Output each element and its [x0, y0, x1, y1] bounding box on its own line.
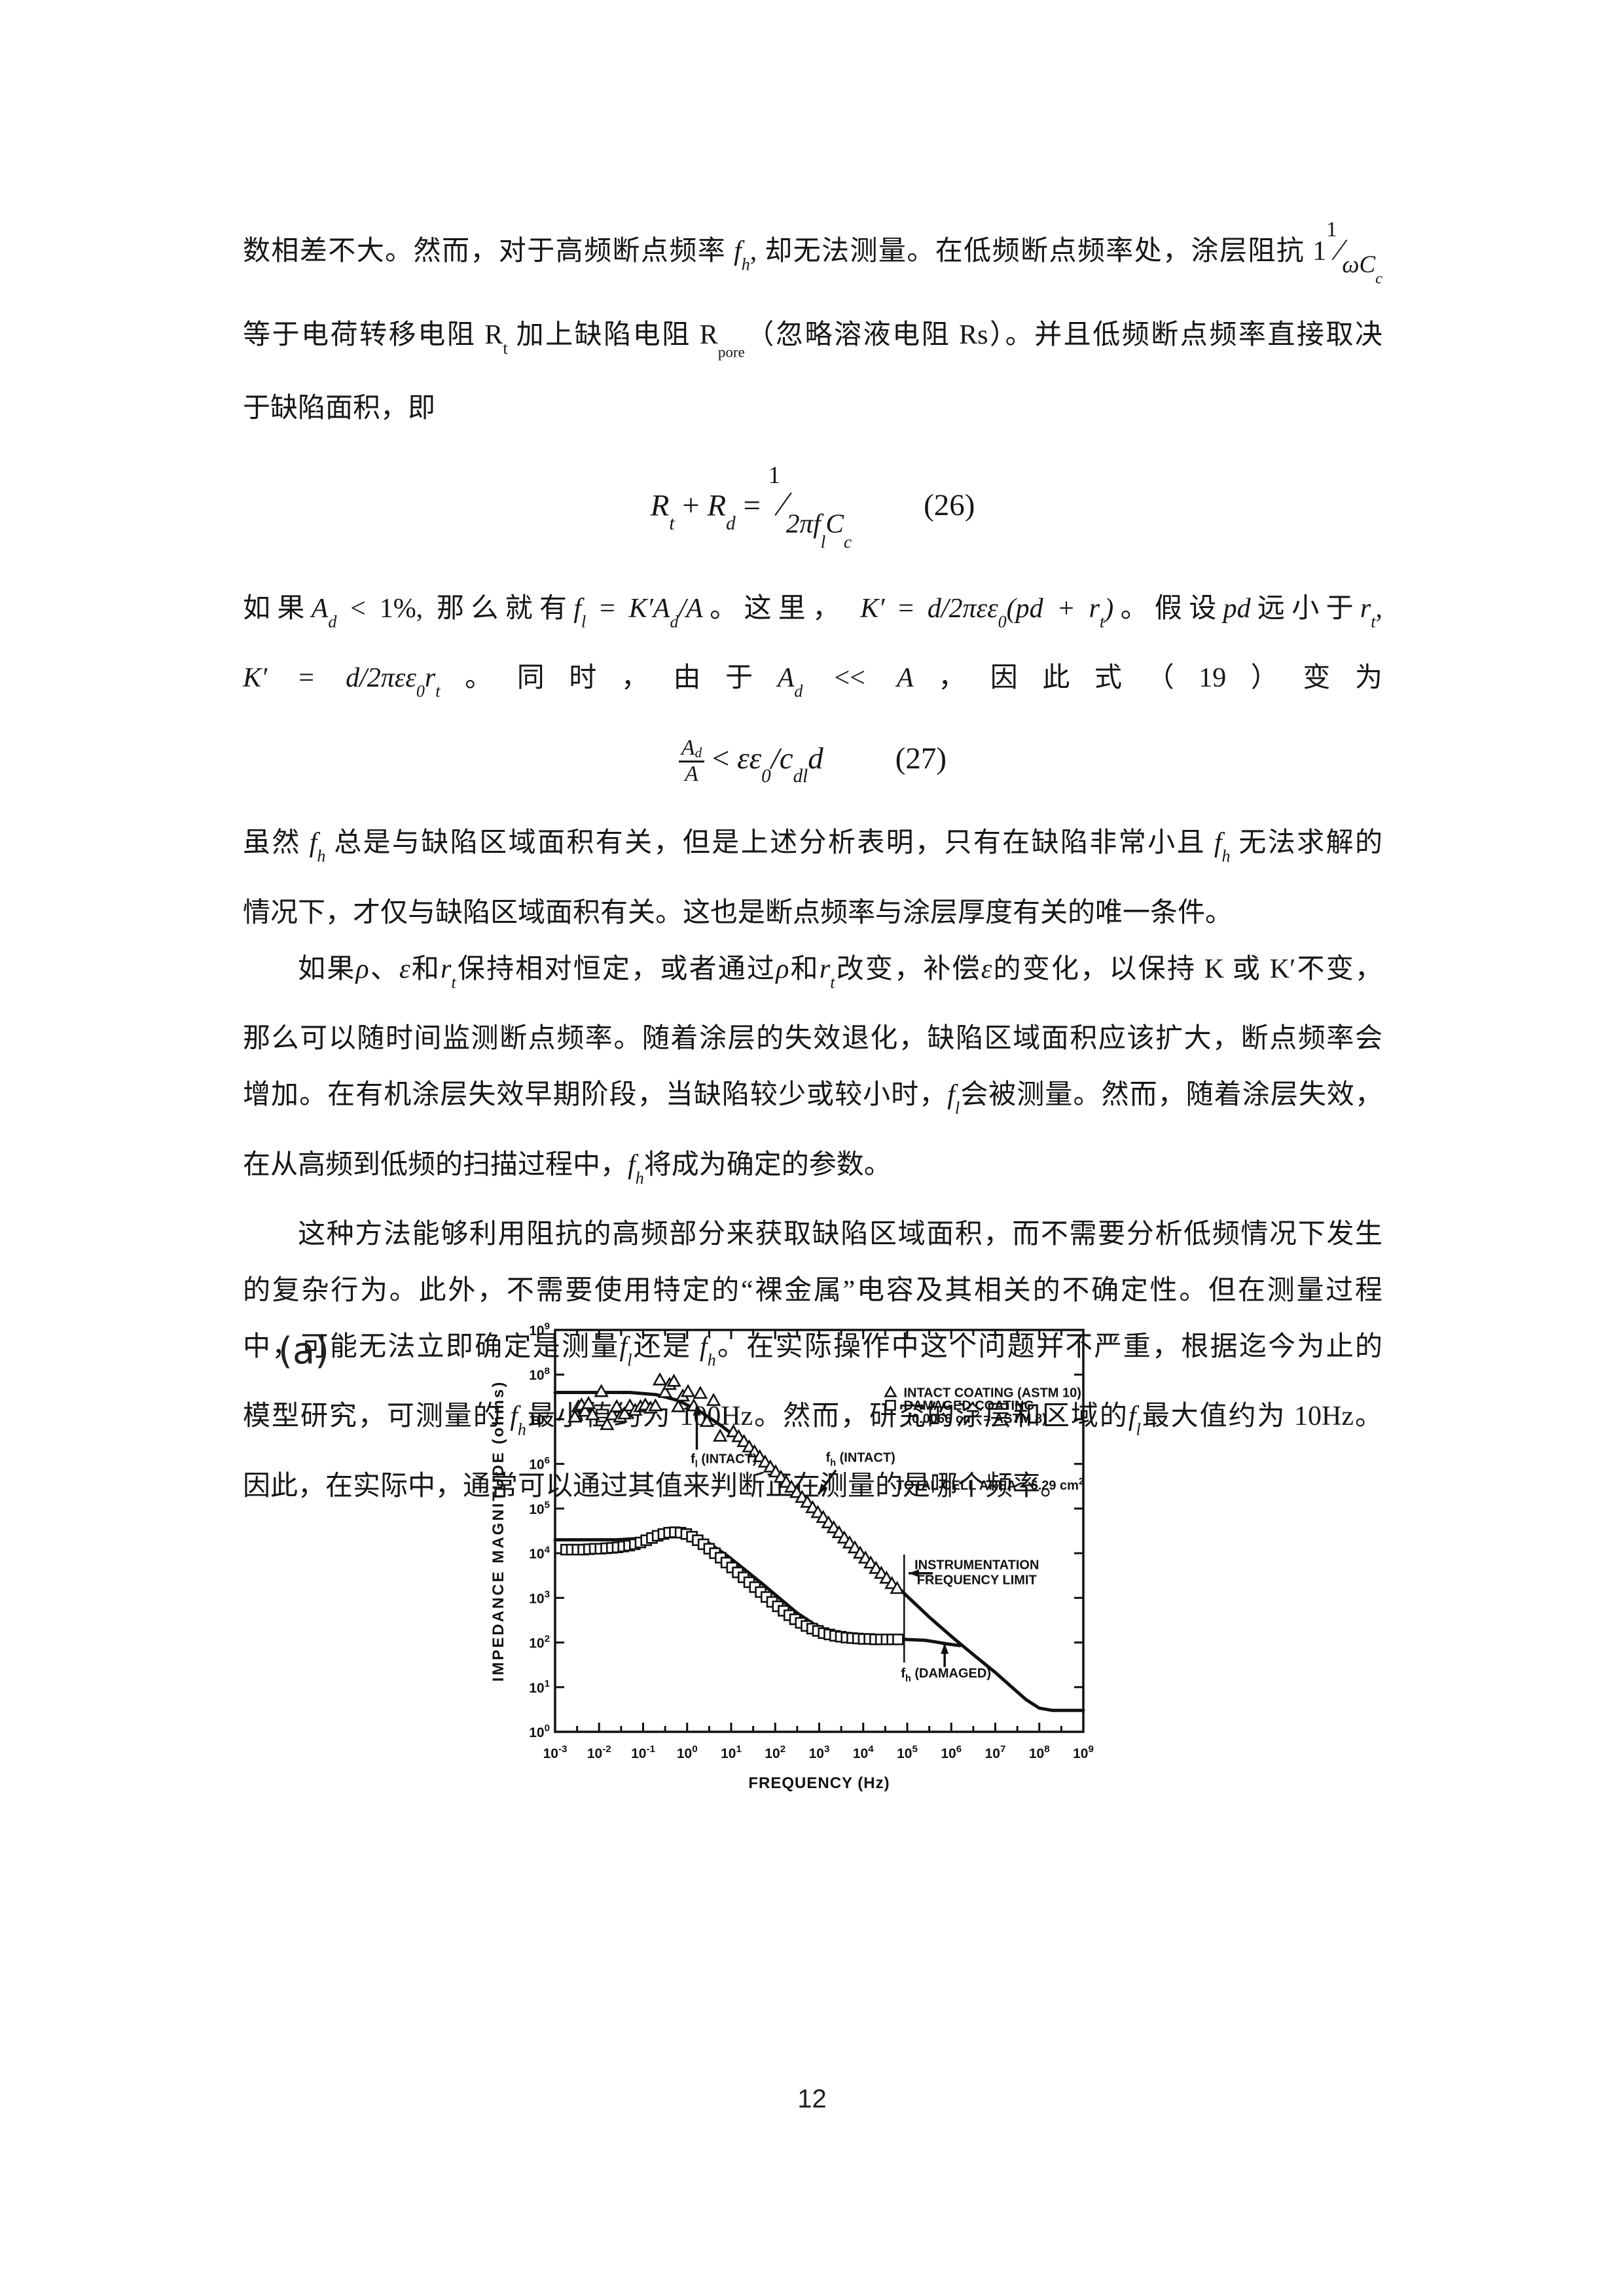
svg-text:104: 104	[529, 1544, 550, 1562]
svg-text:INTACT COATING (ASTM 10): INTACT COATING (ASTM 10)	[903, 1386, 1081, 1400]
svg-text:101: 101	[721, 1744, 742, 1761]
svg-text:107: 107	[985, 1744, 1006, 1761]
text-line: 于缺陷面积，即	[243, 393, 436, 423]
svg-text:106: 106	[941, 1744, 962, 1761]
text-line: 因此，在实际中，通常可以通过其值来判断正在测量的是哪个频率。	[243, 1471, 1068, 1501]
svg-text:107: 107	[529, 1410, 550, 1428]
text-line: 那么可以随时间监测断点频率。随着涂层的失效退化，缺陷区域面积应该扩大，断点频率会	[243, 1024, 1382, 1054]
svg-text:109: 109	[529, 1321, 550, 1338]
intact-fit-line	[553, 1391, 1085, 1712]
svg-text:106: 106	[529, 1455, 550, 1473]
svg-text:102: 102	[529, 1634, 550, 1651]
text-line: 情况下，才仅与缺陷区域面积有关。这也是断点频率与涂层厚度有关的唯一条件。	[243, 897, 1233, 928]
text-line: 等于电荷转移电阻 Rt 加上缺陷电阻 Rpore（忽略溶液电阻 Rs）。并且低频…	[243, 320, 1382, 361]
svg-text:105: 105	[897, 1744, 918, 1761]
svg-text:108: 108	[1029, 1744, 1050, 1761]
svg-text:10-2: 10-2	[587, 1744, 611, 1761]
text-line: 在从高频到低频的扫描过程中，fh将成为确定的参数。	[243, 1149, 892, 1187]
equation: Rt + Rd = 1⁄2πflCc(26)	[650, 461, 975, 552]
svg-text:108: 108	[529, 1365, 550, 1383]
text-line: 如果ρ、ε和rt保持相对恒定，或者通过ρ和rt改变，补偿ε的变化，以保持 K 或…	[298, 954, 1382, 992]
figure-panel-label: (a)	[278, 1330, 330, 1372]
text-line: 增加。在有机涂层失效早期阶段，当缺陷较少或较小时，fl会被测量。然而，随着涂层失…	[243, 1080, 1382, 1118]
text-line: K′ = d/2πεε0rt。同时，由于Ad << A，因此式（19）变为	[243, 663, 1382, 701]
page-number: 12	[797, 2085, 827, 2113]
svg-text:109: 109	[1073, 1744, 1094, 1761]
axis-ticks	[554, 1329, 1085, 1733]
text-line: 这种方法能够利用阻抗的高频部分来获取缺陷区域面积，而不需要分析低频情况下发生	[298, 1219, 1382, 1249]
svg-text:101: 101	[529, 1678, 550, 1696]
svg-text:103: 103	[809, 1744, 830, 1761]
svg-text:100: 100	[529, 1723, 550, 1740]
svg-text:fh (DAMAGED): fh (DAMAGED)	[901, 1666, 991, 1684]
svg-text:105: 105	[529, 1499, 550, 1517]
text-line: 虽然 fh 总是与缺陷区域面积有关，但是上述分析表明，只有在缺陷非常小且 fh …	[243, 828, 1382, 866]
svg-text:TOTAL CELL AREA = 6.29 cm2: TOTAL CELL AREA = 6.29 cm2	[896, 1477, 1084, 1493]
svg-text:100: 100	[677, 1744, 698, 1761]
text-line: 的复杂行为。此外，不需要使用特定的“裸金属”电容及其相关的不确定性。但在测量过程	[243, 1275, 1382, 1306]
svg-text:(0.0066 cm2 = ASTM 8): (0.0066 cm2 = ASTM 8)	[907, 1410, 1046, 1426]
svg-text:104: 104	[853, 1744, 874, 1761]
text-line: 中，可能无法立即确定是测量fl还是 fh。在实际操作中这个问题并不严重，根据迄今…	[243, 1331, 1382, 1370]
svg-text:10-1: 10-1	[631, 1744, 655, 1761]
intact-coating-points	[568, 1372, 905, 1594]
svg-text:103: 103	[529, 1589, 550, 1607]
text-line: 如果Ad < 1%, 那么就有fl = K′Ad/A。这里， K′ = d/2π…	[243, 593, 1382, 632]
equation: Ad A < εε0/cdld (27)	[243, 720, 1382, 815]
svg-text:INSTRUMENTATION: INSTRUMENTATION	[914, 1558, 1039, 1573]
svg-text:fh (INTACT): fh (INTACT)	[826, 1450, 895, 1468]
svg-text:fl (INTACT): fl (INTACT)	[691, 1452, 757, 1469]
text-line: 数相差不大。然而，对于高频断点频率 fh, 却无法测量。在低频断点频率处，涂层阻…	[243, 218, 1382, 288]
y-axis-label: IMPEDANCE MAGNITUDE (ohms)	[490, 1380, 507, 1682]
svg-text:DAMAGED COATING: DAMAGED COATING	[903, 1399, 1034, 1413]
damaged-coating-points	[560, 1526, 904, 1645]
svg-text:FREQUENCY LIMIT: FREQUENCY LIMIT	[917, 1573, 1037, 1588]
svg-text:FREQUENCY (Hz): FREQUENCY (Hz)	[748, 1774, 890, 1792]
svg-text:10-3: 10-3	[543, 1744, 568, 1761]
figure-chart: 10-3 10-2 10-1 100 101 102 103 104 105 106 107 108 1…	[490, 1321, 1094, 1792]
svg-text:102: 102	[765, 1744, 785, 1761]
